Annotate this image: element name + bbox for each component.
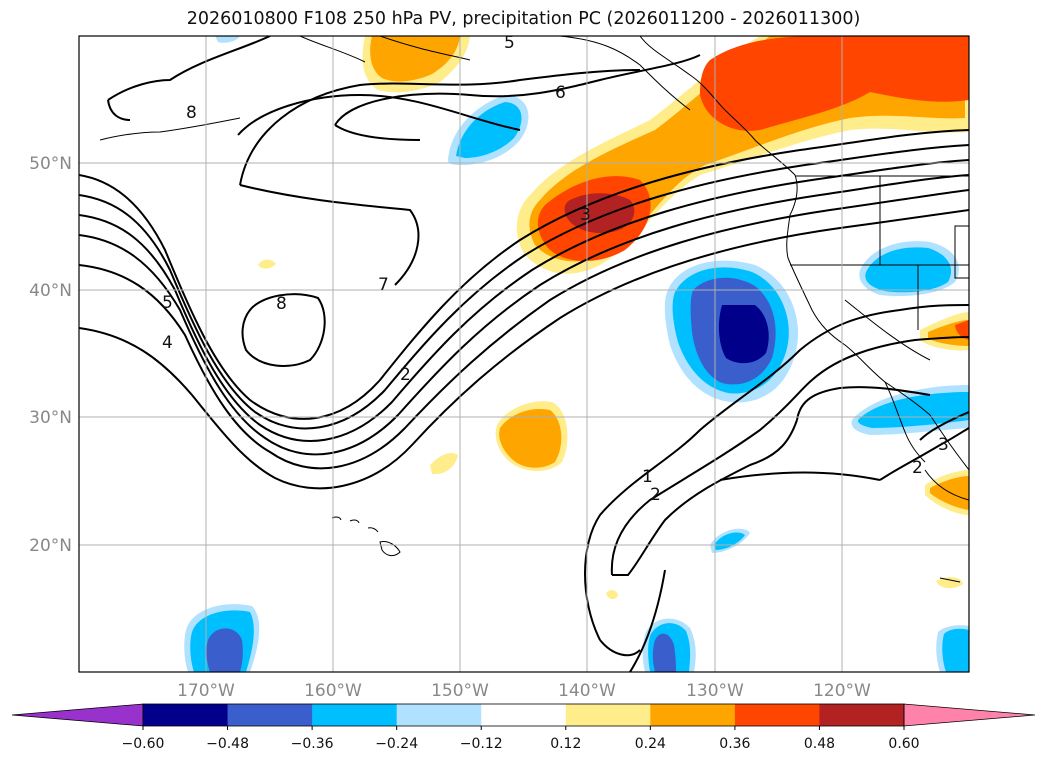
lon-label: 160°W: [304, 681, 362, 701]
colorbar-segment: [227, 704, 313, 726]
lat-label: 30°N: [29, 408, 72, 428]
map-area: [79, 36, 969, 672]
latitude-labels: 50°N 40°N 30°N 20°N: [29, 154, 72, 556]
colorbar-tick-label: −0.60: [122, 736, 165, 752]
colorbar-extend-high: [903, 703, 1036, 727]
pv-label: 8: [276, 294, 287, 314]
pv-label: 3: [938, 435, 949, 455]
coastlines: [99, 36, 969, 583]
pv-label: 1: [642, 467, 653, 487]
colorbar-segment: [396, 704, 482, 726]
lon-label: 170°W: [177, 681, 235, 701]
precip-negative-shading: [184, 36, 969, 672]
lat-label: 20°N: [29, 536, 72, 556]
colorbar-segment: [565, 704, 651, 726]
colorbar-tick-label: 0.12: [550, 736, 581, 752]
colorbar-segment: [143, 704, 229, 726]
pv-label: 2: [912, 458, 923, 478]
plot-title: 2026010800 F108 250 hPa PV, precipitatio…: [186, 9, 861, 29]
colorbar-tick-labels: −0.60 −0.48 −0.36 −0.24 −0.12 0.12 0.24 0.36 0.4…: [122, 726, 920, 752]
lon-label: 150°W: [431, 681, 489, 701]
pv-label: 3: [580, 205, 591, 225]
lon-label: 130°W: [686, 681, 744, 701]
colorbar-segment: [650, 704, 736, 726]
pv-label: 5: [162, 293, 173, 313]
colorbar-segment: [734, 704, 820, 726]
colorbar-tick-label: −0.48: [206, 736, 249, 752]
pv-contour-labels: 8 5 6 3 7 8 5 4 2 1 2 3 2: [162, 33, 949, 505]
pv-label: 8: [186, 103, 197, 123]
colorbar-tick-label: −0.36: [291, 736, 334, 752]
colorbar-extend-low: [11, 703, 144, 727]
colorbar-tick-label: 0.36: [719, 736, 750, 752]
colorbar-tick-label: 0.48: [804, 736, 835, 752]
pv-label: 2: [650, 485, 661, 505]
pv-label: 4: [162, 333, 173, 353]
map-frame: [78, 35, 970, 673]
pv-contours: [79, 36, 969, 672]
pv-label: 6: [555, 83, 566, 103]
colorbar-tick-label: −0.12: [460, 736, 503, 752]
pv-label: 5: [504, 33, 515, 53]
pv-label: 2: [400, 365, 411, 385]
colorbar-tick-label: 0.60: [888, 736, 919, 752]
colorbar-segment: [481, 704, 567, 726]
lat-label: 40°N: [29, 281, 72, 301]
gridlines: [79, 36, 969, 672]
longitude-labels: 170°W 160°W 150°W 140°W 130°W 120°W: [177, 681, 871, 701]
precip-positive-shading: [258, 36, 969, 600]
colorbar: [11, 703, 1036, 727]
pv-label: 7: [378, 275, 389, 295]
colorbar-tick-label: 0.24: [635, 736, 666, 752]
lon-label: 120°W: [813, 681, 871, 701]
colorbar-segment: [819, 704, 905, 726]
colorbar-segment: [312, 704, 398, 726]
colorbar-outline: [142, 703, 905, 727]
lat-label: 50°N: [29, 154, 72, 174]
map-content: [79, 36, 969, 672]
colorbar-tick-label: −0.24: [375, 736, 418, 752]
lon-label: 140°W: [558, 681, 616, 701]
